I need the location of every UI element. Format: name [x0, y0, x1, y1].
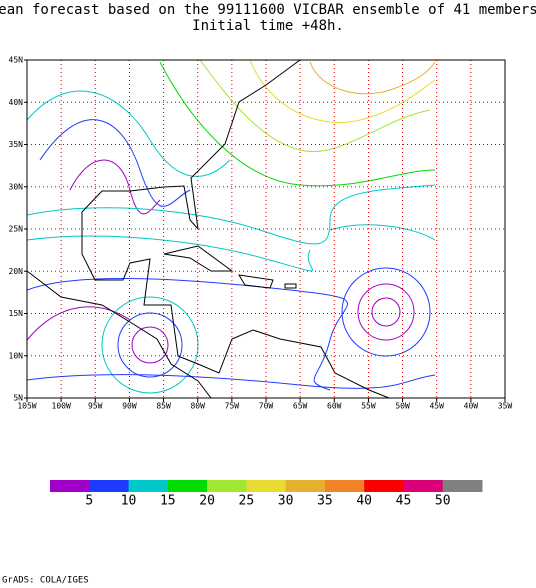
colorbar-label: 35: [317, 494, 333, 509]
plot-frame: [26, 59, 506, 399]
colorbar-label: 30: [278, 494, 294, 509]
colorbar-segment: [89, 480, 130, 492]
x-tick-label: 45W: [429, 402, 444, 411]
x-tick-label: 105W: [17, 402, 36, 411]
streamline: [39, 119, 191, 207]
streamline: [341, 267, 431, 357]
colorbar-segment: [246, 480, 287, 492]
colorbar-label: 45: [396, 494, 412, 509]
x-tick-label: 35W: [498, 402, 513, 411]
x-tick-label: 75W: [225, 402, 240, 411]
colorbar-label: 40: [356, 494, 372, 509]
streamline: [26, 374, 436, 389]
credit: GrADS: COLA/IGES: [2, 576, 89, 586]
x-tick-label: 95W: [88, 402, 103, 411]
colorbar-segment: [207, 480, 247, 492]
x-tick-label: 70W: [259, 402, 274, 411]
x-tick-label: 90W: [122, 402, 137, 411]
colorbar-label: 15: [160, 494, 176, 509]
streamline: [69, 159, 161, 215]
colorbar-segment: [324, 480, 365, 492]
streamline: [26, 90, 231, 177]
y-tick-label: 30N: [9, 182, 24, 191]
y-tick-label: 20N: [9, 267, 24, 276]
colorbar-label: 50: [435, 494, 451, 509]
coastline: [81, 59, 390, 399]
colorbar-segment: [364, 480, 404, 492]
island: [163, 245, 234, 272]
x-tick-label: 40W: [464, 402, 479, 411]
x-tick-label: 55W: [361, 402, 376, 411]
x-tick-label: 60W: [327, 402, 342, 411]
streamline: [117, 312, 183, 378]
streamline: [357, 283, 415, 341]
streamline: [309, 61, 436, 95]
y-tick-label: 40N: [9, 98, 24, 107]
colorbar-segment: [442, 480, 483, 492]
streamline: [131, 326, 169, 364]
coastline: [26, 270, 212, 399]
colorbar-label: 20: [199, 494, 215, 509]
streamlines: [26, 59, 436, 394]
title-line: Initial time +48h.: [192, 18, 344, 34]
streamline: [199, 59, 431, 152]
streamline: [101, 296, 199, 394]
y-tick-label: 35N: [9, 140, 24, 149]
x-tick-label: 85W: [156, 402, 171, 411]
island: [284, 283, 297, 289]
colorbar-label: 10: [121, 494, 137, 509]
streamline: [371, 297, 401, 327]
y-tick-label: 5N: [13, 394, 23, 403]
coastlines: [26, 59, 390, 399]
y-tick-label: 15N: [9, 309, 24, 318]
title-line: Mean forecast based on the 99111600 VICB…: [0, 2, 536, 18]
streamline: [26, 306, 131, 341]
streamline: [26, 184, 436, 245]
colorbar-segment: [285, 480, 326, 492]
streamline: [26, 235, 313, 272]
colorbar-label: 25: [239, 494, 255, 509]
x-tick-label: 80W: [190, 402, 205, 411]
y-tick-label: 25N: [9, 225, 24, 234]
colorbar-segment: [50, 480, 90, 492]
x-tick-label: 65W: [293, 402, 308, 411]
y-tick-label: 10N: [9, 351, 24, 360]
colorbar-segment: [167, 480, 208, 492]
colorbar-label: 5: [85, 494, 93, 509]
streamline: [159, 61, 436, 187]
x-tick-label: 50W: [395, 402, 410, 411]
island: [238, 274, 274, 289]
colorbar-segment: [403, 480, 444, 492]
colorbar-segment: [128, 480, 169, 492]
streamline: [249, 59, 436, 123]
streamline: [329, 224, 436, 241]
streamline: [26, 277, 348, 391]
y-tick-label: 45N: [9, 56, 24, 65]
x-tick-label: 100W: [52, 402, 71, 411]
